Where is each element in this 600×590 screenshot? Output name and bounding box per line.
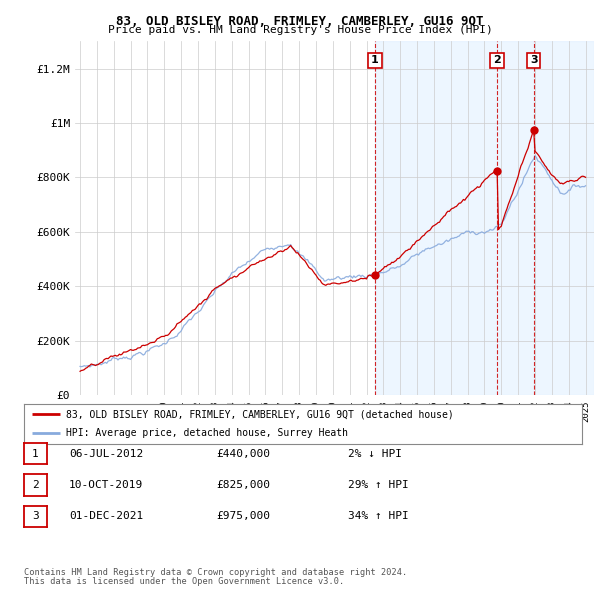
Text: 2: 2 [493,55,501,65]
Text: 3: 3 [32,512,39,521]
Text: 06-JUL-2012: 06-JUL-2012 [69,449,143,458]
Text: £975,000: £975,000 [216,512,270,521]
Text: 1: 1 [371,55,379,65]
Text: 10-OCT-2019: 10-OCT-2019 [69,480,143,490]
Text: 83, OLD BISLEY ROAD, FRIMLEY, CAMBERLEY, GU16 9QT (detached house): 83, OLD BISLEY ROAD, FRIMLEY, CAMBERLEY,… [66,409,454,419]
Text: £440,000: £440,000 [216,449,270,458]
Text: 1: 1 [32,449,39,458]
Text: £825,000: £825,000 [216,480,270,490]
Text: 3: 3 [530,55,538,65]
Bar [375,41,594,395]
Text: 01-DEC-2021: 01-DEC-2021 [69,512,143,521]
Text: 2: 2 [32,480,39,490]
Text: Price paid vs. HM Land Registry's House Price Index (HPI): Price paid vs. HM Land Registry's House … [107,25,493,35]
Text: Contains HM Land Registry data © Crown copyright and database right 2024.: Contains HM Land Registry data © Crown c… [24,568,407,577]
Text: 83, OLD BISLEY ROAD, FRIMLEY, CAMBERLEY, GU16 9QT: 83, OLD BISLEY ROAD, FRIMLEY, CAMBERLEY,… [116,15,484,28]
Text: 2% ↓ HPI: 2% ↓ HPI [348,449,402,458]
Text: 29% ↑ HPI: 29% ↑ HPI [348,480,409,490]
Text: 34% ↑ HPI: 34% ↑ HPI [348,512,409,521]
Text: This data is licensed under the Open Government Licence v3.0.: This data is licensed under the Open Gov… [24,577,344,586]
Text: HPI: Average price, detached house, Surrey Heath: HPI: Average price, detached house, Surr… [66,428,348,438]
